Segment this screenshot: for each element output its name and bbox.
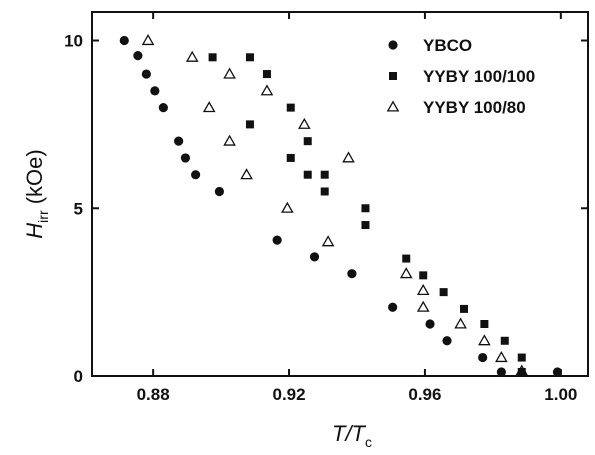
plot-frame: [91, 11, 589, 377]
data-point-yyby-100-80: [495, 351, 508, 363]
data-point-yyby-100-80: [240, 168, 253, 180]
x-axis-label-main: T/T: [332, 421, 367, 446]
data-point-ybco: [478, 352, 488, 363]
data-point-yyby-100-100: [245, 53, 254, 62]
legend-marker-yyby-100-80: [386, 100, 400, 112]
data-point-ybco: [272, 235, 282, 245]
y-tick-label: 0: [74, 367, 83, 386]
data-point-yyby-100-100: [480, 320, 489, 328]
data-point-yyby-100-80: [281, 201, 294, 213]
y-axis-label-sub: irr: [35, 210, 51, 223]
data-point-yyby-100-80: [321, 235, 335, 247]
y-tick-label: 10: [64, 32, 83, 51]
data-point-yyby-100-100: [460, 304, 468, 313]
y-axis-label: Hirr (kOe): [22, 149, 51, 238]
data-point-ybco: [388, 302, 398, 312]
data-point-yyby-100-100: [303, 137, 312, 146]
data-point-yyby-100-80: [223, 67, 236, 79]
data-point-yyby-100-100: [320, 170, 329, 179]
data-point-ybco: [442, 336, 452, 346]
y-axis-label-main: H: [22, 223, 47, 239]
data-point-ybco: [150, 86, 160, 96]
data-point-yyby-100-80: [416, 300, 430, 312]
data-point-ybco: [347, 269, 357, 279]
x-axis-label: T/Tc: [332, 421, 372, 450]
data-point-yyby-100-100: [439, 288, 448, 297]
data-point-yyby-100-80: [515, 364, 529, 376]
y-axis-ticks: 0 5 10: [64, 32, 588, 386]
legend-marker-ybco: [388, 40, 398, 50]
data-point-yyby-100-100: [286, 103, 295, 112]
data-point-yyby-100-100: [402, 254, 411, 263]
data-point-yyby-100-80: [298, 117, 311, 129]
y-axis-label-unit: (kOe): [22, 149, 47, 210]
data-point-yyby-100-80: [223, 134, 236, 146]
data-point-ybco: [552, 367, 563, 377]
legend-label-yyby-100-100: YYBY 100/100: [423, 67, 535, 86]
data-point-yyby-100-80: [416, 283, 430, 296]
data-point-ybco: [133, 51, 143, 61]
x-axis-ticks: 0.88 0.92 0.96 1.00: [137, 12, 577, 404]
data-point-yyby-100-100: [361, 204, 370, 213]
data-point-yyby-100-80: [399, 267, 413, 279]
data-point-ybco: [191, 170, 201, 180]
legend-label-yyby-100-80: YYBY 100/80: [423, 98, 526, 117]
x-tick-label: 1.00: [544, 385, 577, 404]
y-tick-label: 5: [74, 199, 83, 218]
data-point-yyby-100-100: [361, 221, 370, 230]
data-points: [119, 34, 563, 377]
data-point-yyby-100-80: [185, 50, 199, 62]
data-point-yyby-100-80: [478, 334, 491, 346]
data-point-ybco: [141, 69, 151, 79]
data-point-yyby-100-100: [500, 336, 509, 345]
data-point-ybco: [119, 35, 129, 46]
data-point-ybco: [174, 136, 184, 146]
data-point-ybco: [180, 153, 191, 163]
x-tick-label: 0.88: [137, 385, 170, 404]
data-point-yyby-100-100: [517, 353, 526, 362]
data-point-yyby-100-100: [262, 70, 271, 79]
legend: YBCO YYBY 100/100 YYBY 100/80: [386, 36, 535, 117]
data-point-yyby-100-100: [208, 53, 217, 62]
data-point-yyby-100-80: [202, 101, 216, 113]
data-point-ybco: [496, 367, 506, 377]
data-point-yyby-100-100: [419, 271, 428, 280]
data-point-yyby-100-100: [517, 367, 526, 376]
data-point-ybco: [425, 319, 435, 329]
data-point-ybco: [214, 186, 224, 197]
data-point-yyby-100-100: [320, 187, 329, 196]
data-point-yyby-100-100: [286, 153, 295, 162]
data-point-yyby-100-100: [303, 170, 312, 179]
data-point-yyby-100-80: [141, 34, 155, 46]
data-point-yyby-100-80: [454, 317, 467, 329]
x-tick-label: 0.92: [272, 385, 305, 404]
data-point-ybco: [309, 252, 320, 262]
x-tick-label: 0.96: [408, 385, 441, 404]
data-point-ybco: [158, 103, 168, 113]
data-point-yyby-100-100: [245, 120, 254, 129]
legend-marker-yyby-100-100: [389, 72, 397, 80]
legend-label-ybco: YBCO: [423, 36, 472, 55]
data-point-yyby-100-80: [260, 84, 274, 96]
data-point-yyby-100-80: [342, 151, 355, 163]
x-axis-label-sub: c: [365, 434, 372, 450]
